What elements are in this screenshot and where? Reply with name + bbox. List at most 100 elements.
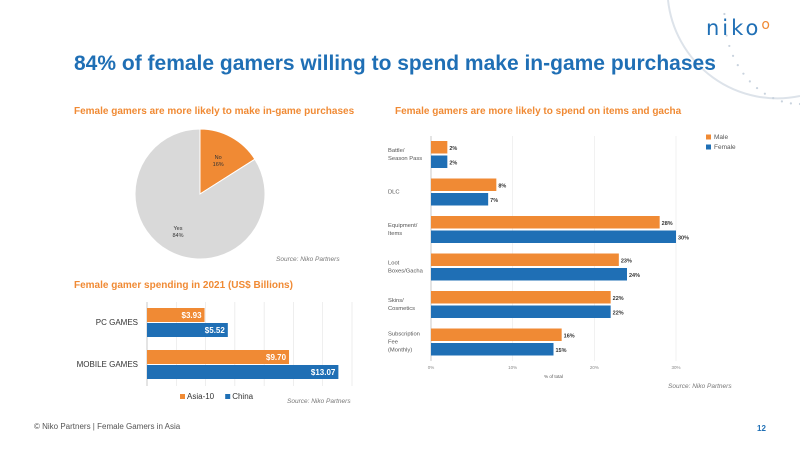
spending-bar-label: $13.07: [311, 368, 336, 377]
spending-category-label: MOBILE GAMES: [77, 360, 138, 369]
decorative-dot: [780, 100, 784, 103]
decorative-dot: [723, 12, 726, 16]
decorative-dot: [728, 44, 731, 48]
spending-legend-label: China: [232, 392, 253, 401]
items-bar-male: [431, 328, 562, 341]
items-bar-label: 22%: [613, 296, 624, 302]
items-category-label: Subscription: [388, 332, 420, 338]
spending-chart-panel: PC GAMES $3.93 $5.52 MOBILE GAMES $9.70 $13.0…: [74, 298, 358, 410]
items-bar-female: [431, 343, 554, 356]
decorative-dots: [723, 12, 800, 106]
pie-value-no: 16%: [213, 162, 224, 168]
items-bar-label: 7%: [490, 198, 498, 204]
items-bar-male: [431, 216, 660, 229]
spending-bar-label: $9.70: [266, 353, 287, 362]
items-bar-male: [431, 253, 619, 266]
decorative-dot: [755, 86, 759, 90]
decorative-arc: [667, 0, 800, 100]
items-bar-label: 15%: [556, 348, 567, 354]
pie-value-yes: 84%: [172, 233, 183, 239]
items-bar-label: 30%: [678, 236, 689, 242]
items-x-tick: 30%: [671, 365, 680, 370]
items-bar-label: 2%: [449, 146, 457, 152]
items-category-label: Equipment/: [388, 223, 418, 229]
items-category-label: Loot: [388, 261, 400, 267]
items-bar-label: 2%: [449, 161, 457, 167]
pie-chart-title: Female gamers are more likely to make in…: [74, 106, 355, 117]
items-x-tick: 10%: [508, 365, 517, 370]
items-bar-female: [431, 193, 489, 206]
decorative-dot: [789, 102, 792, 105]
pie-label-no: No: [215, 155, 222, 161]
items-category-label: Fee: [388, 340, 398, 346]
pie-label-yes: Yes: [174, 226, 183, 232]
items-x-tick: 20%: [590, 365, 599, 370]
items-category-label: Items: [388, 231, 402, 237]
decorative-dot: [736, 64, 739, 67]
decorative-dot: [763, 92, 766, 95]
logo-text: niko: [706, 16, 762, 40]
spending-bar-asia-10: [147, 350, 290, 364]
items-chart-panel: 0% 10% 20% 30% % of total Battle/Season Pass 2…: [386, 132, 738, 380]
decorative-dot: [723, 23, 727, 26]
spending-bar-asia-10: [147, 308, 205, 322]
items-category-label: Boxes/Gacha: [388, 269, 424, 275]
spending-legend-label: Asia-10: [187, 392, 215, 401]
items-x-tick: 0%: [428, 365, 435, 370]
items-x-axis-label: % of total: [544, 374, 563, 379]
items-category-label: DLC: [388, 190, 400, 196]
items-source: Source: Niko Partners: [668, 383, 732, 390]
spending-legend-swatch: [180, 394, 185, 399]
items-bar-label: 28%: [662, 221, 673, 227]
items-bar-male: [431, 178, 497, 191]
decorative-dot: [725, 34, 728, 37]
decorative-dot: [748, 80, 751, 83]
pie-source: Source: Niko Partners: [276, 256, 340, 263]
spending-bar-china: [147, 323, 228, 337]
spending-bar-label: $5.52: [205, 326, 226, 335]
items-category-label: Season Pass: [388, 156, 422, 162]
page-number: 12: [757, 424, 766, 433]
spending-bar-chart: PC GAMES $3.93$5.52 MOBILE GAMES $9.70 $13.0…: [77, 302, 353, 401]
pie-chart-panel: No 16% Yes 84%: [74, 122, 358, 268]
pie-slice-no: [199, 128, 256, 195]
items-bar-label: 8%: [498, 184, 506, 190]
items-bar-chart: 0% 10% 20% 30% % of total Battle/Season Pass 2…: [388, 134, 736, 379]
items-bar-male: [431, 141, 448, 154]
items-bar-label: 16%: [564, 334, 575, 340]
spending-bar-china: [147, 365, 339, 379]
niko-logo: nikoo: [706, 16, 770, 40]
items-bar-female: [431, 230, 676, 243]
logo-dot-icon: o: [761, 17, 770, 33]
spending-category-label: PC GAMES: [96, 318, 138, 327]
items-legend-label: Male: [714, 134, 728, 141]
items-bar-female: [431, 268, 627, 281]
items-legend-label: Female: [714, 144, 736, 151]
items-bar-female: [431, 155, 448, 168]
items-bar-label: 23%: [621, 259, 632, 265]
decorative-dot: [772, 97, 775, 100]
items-bar-male: [431, 291, 611, 304]
items-bar-female: [431, 305, 611, 318]
items-bar-label: 22%: [613, 311, 624, 317]
spending-source: Source: Niko Partners: [287, 398, 351, 405]
decorative-dot: [742, 72, 745, 75]
items-chart-title: Female gamers are more likely to spend o…: [395, 106, 682, 117]
items-bar-label: 24%: [629, 273, 640, 279]
items-category-label: (Monthly): [388, 348, 412, 354]
items-legend-swatch: [706, 134, 711, 140]
footer-copyright: © Niko Partners | Female Gamers in Asia: [34, 422, 181, 431]
decorative-dot: [731, 54, 735, 57]
spending-legend-swatch: [225, 394, 231, 399]
spending-chart-title: Female gamer spending in 2021 (US$ Billi…: [74, 280, 293, 291]
items-category-label: Cosmetics: [388, 306, 415, 312]
slide-title: 84% of female gamers willing to spend ma…: [74, 52, 716, 75]
pie-slice-yes: [134, 128, 266, 260]
spending-bar-label: $3.93: [182, 311, 203, 320]
items-category-label: Battle/: [388, 148, 405, 154]
items-category-label: Skins/: [388, 298, 404, 304]
items-legend-swatch: [706, 144, 711, 150]
